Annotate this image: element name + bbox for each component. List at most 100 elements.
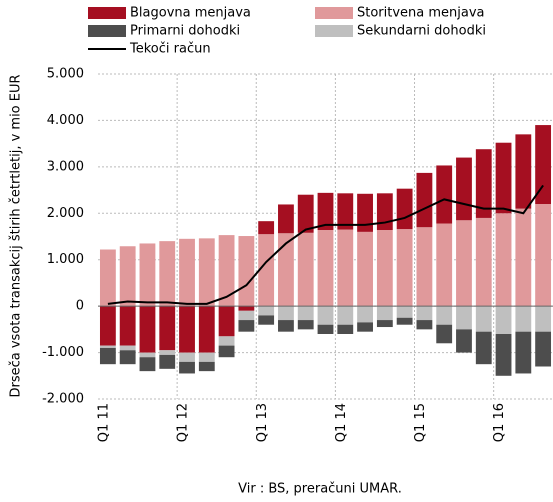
x-tick-label: Q1 14 xyxy=(334,403,349,442)
bar xyxy=(337,193,354,230)
y-axis-label: Drseča vsota transakcij štirih četrtleti… xyxy=(9,74,24,397)
y-tick-label: 2.000 xyxy=(47,206,84,221)
bar xyxy=(297,232,314,307)
bar xyxy=(139,306,156,353)
bar xyxy=(495,306,512,334)
legend-swatch xyxy=(88,25,126,37)
bar xyxy=(99,306,116,346)
bar xyxy=(297,194,314,233)
bar xyxy=(535,331,552,367)
x-tick-label: Q1 13 xyxy=(255,403,270,442)
y-tick-label: 5.000 xyxy=(47,67,84,82)
bar xyxy=(495,142,512,214)
bar xyxy=(317,324,334,334)
bar xyxy=(357,322,373,332)
bar xyxy=(238,310,255,321)
bar xyxy=(376,320,393,328)
y-tick-label: 0 xyxy=(76,299,84,314)
bar xyxy=(495,213,512,307)
bar xyxy=(139,357,156,372)
bar xyxy=(139,243,156,307)
bar xyxy=(119,246,136,307)
bar xyxy=(456,157,472,221)
bar xyxy=(159,350,176,355)
bar xyxy=(258,306,275,316)
bar xyxy=(515,306,532,332)
bar xyxy=(198,306,215,353)
x-tick-label: Q1 15 xyxy=(413,403,428,442)
bar xyxy=(179,238,195,307)
bar xyxy=(159,306,176,351)
bar xyxy=(495,334,512,376)
bar xyxy=(456,306,472,330)
bar xyxy=(337,306,354,325)
bar xyxy=(179,352,195,362)
bar xyxy=(436,306,453,325)
bar xyxy=(475,149,492,218)
bar xyxy=(179,306,195,353)
bar xyxy=(218,345,235,358)
bar xyxy=(238,320,255,332)
bar xyxy=(416,306,433,321)
bar xyxy=(258,221,275,235)
bar xyxy=(198,352,215,362)
bar xyxy=(297,320,314,330)
legend-label: Primarni dohodki xyxy=(130,24,240,39)
bar xyxy=(317,192,334,230)
bar xyxy=(436,165,453,224)
bar xyxy=(456,220,472,307)
bar xyxy=(337,324,354,334)
bar xyxy=(535,306,552,332)
bar xyxy=(218,306,235,337)
bar xyxy=(396,317,413,325)
bar xyxy=(99,347,116,365)
y-tick-label: 4.000 xyxy=(47,113,84,128)
legend-label: Sekundarni dohodki xyxy=(357,24,486,39)
source-note: Vir : BS, preračuni UMAR. xyxy=(238,482,402,497)
legend-swatch xyxy=(315,25,353,37)
bar xyxy=(198,361,215,372)
bar xyxy=(99,345,116,348)
bar xyxy=(475,331,492,365)
x-tick-label: Q1 16 xyxy=(492,403,507,442)
bar xyxy=(396,306,413,318)
bar xyxy=(416,172,433,228)
bar xyxy=(317,230,334,307)
bar xyxy=(258,234,275,307)
legend-label: Storitvena menjava xyxy=(357,6,485,21)
bar xyxy=(317,306,334,325)
bar xyxy=(278,204,294,234)
bar xyxy=(436,223,453,307)
bar xyxy=(218,336,235,346)
bar xyxy=(515,134,532,209)
line-series xyxy=(107,184,544,305)
bar xyxy=(535,204,552,307)
bar xyxy=(475,306,492,332)
bar xyxy=(119,306,136,346)
bar xyxy=(278,320,294,332)
bar xyxy=(99,249,116,307)
bar xyxy=(475,217,492,307)
legend-swatch xyxy=(315,7,353,19)
bar xyxy=(278,233,294,307)
legend-label: Blagovna menjava xyxy=(130,6,251,21)
bar xyxy=(198,238,215,307)
x-tick-label: Q1 11 xyxy=(97,403,112,442)
bar xyxy=(456,329,472,353)
bar xyxy=(218,235,235,307)
bar xyxy=(376,230,393,307)
bar xyxy=(297,306,314,321)
bar xyxy=(159,354,176,369)
bar xyxy=(357,193,373,232)
bar xyxy=(238,306,255,311)
bar xyxy=(357,306,373,323)
bar xyxy=(238,236,255,307)
bar xyxy=(179,361,195,374)
bar xyxy=(159,241,176,307)
y-tick-label: -2.000 xyxy=(42,392,84,407)
bar xyxy=(396,229,413,307)
bar xyxy=(376,306,393,321)
bar xyxy=(337,229,354,307)
bar xyxy=(278,306,294,321)
